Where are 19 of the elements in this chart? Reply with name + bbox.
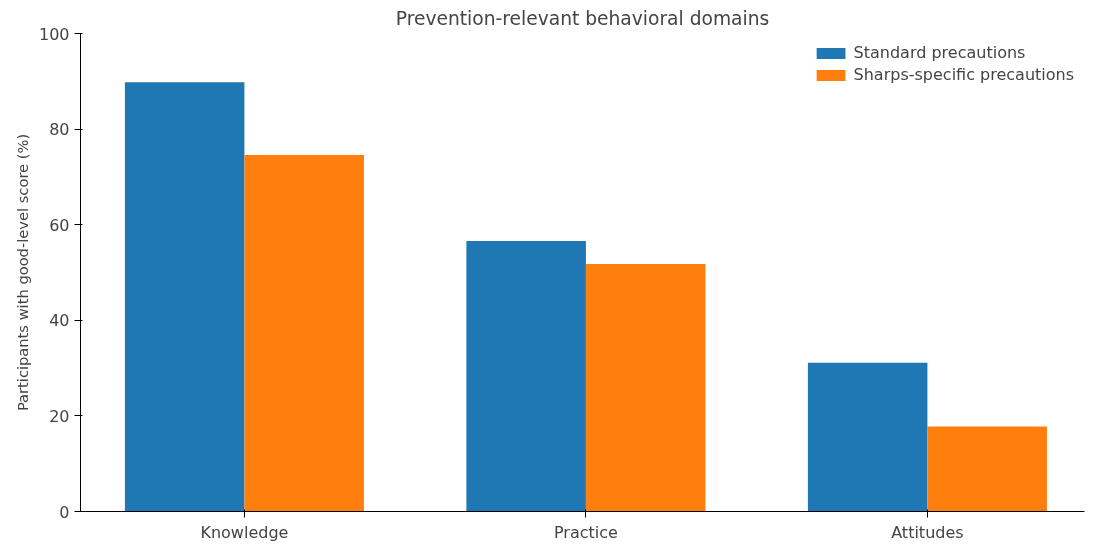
y-tick-label: 100	[38, 24, 70, 44]
y-tick-label: 60	[49, 215, 70, 235]
y-tick-label: 40	[49, 311, 70, 331]
x-tick-label: Knowledge	[200, 522, 289, 542]
y-tick-label: 80	[49, 120, 70, 140]
legend-label: Standard precautions	[853, 43, 1026, 62]
bar	[244, 154, 364, 512]
bar	[927, 426, 1047, 512]
bar	[807, 362, 928, 512]
bar	[466, 240, 586, 512]
y-tick-label: 20	[49, 406, 70, 426]
bar	[585, 263, 706, 512]
x-tick-label: Attitudes	[891, 522, 964, 542]
y-axis-title: Participants with good-level score (%)	[13, 133, 31, 412]
x-tick-label: Practice	[553, 522, 618, 542]
y-tick-label: 0	[59, 502, 70, 522]
chart-title: Prevention-relevant behavioral domains	[395, 7, 770, 29]
legend-label: Sharps-specific precautions	[853, 65, 1074, 84]
bar	[124, 82, 245, 512]
